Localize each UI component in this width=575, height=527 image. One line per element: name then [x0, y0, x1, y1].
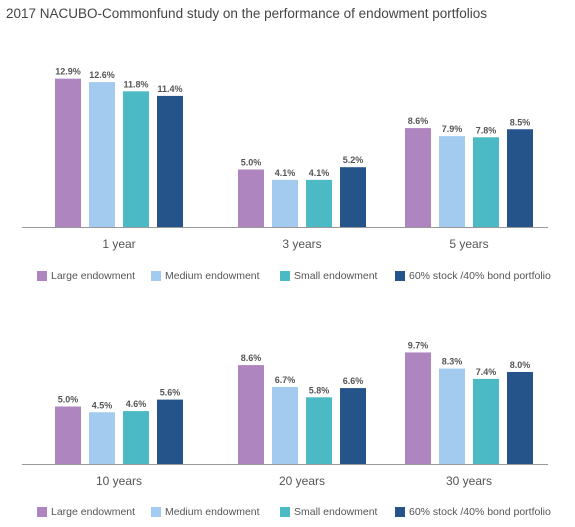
- data-label-5-years-medium-endowment: 7.9%: [442, 124, 463, 134]
- data-label-3-years-large-endowment: 5.0%: [241, 158, 262, 168]
- category-label-1-year: 1 year: [102, 237, 135, 251]
- legend-top: Large endowment Medium endowment Small e…: [0, 268, 575, 284]
- legend-label-60-40-portfolio: 60% stock /40% bond portfolio: [409, 506, 551, 518]
- legend-label-large-endowment: Large endowment: [51, 270, 136, 282]
- data-label-3-years-60-stock-40-bond-portfolio: 5.2%: [343, 155, 364, 165]
- legend-item-medium-endowment: Medium endowment: [151, 504, 260, 520]
- bar-20-years-60-stock-40-bond-portfolio: [340, 388, 366, 464]
- legend-swatch-large-endowment: [37, 271, 47, 281]
- bar-30-years-small-endowment: [473, 378, 499, 464]
- data-label-30-years-medium-endowment: 8.3%: [442, 357, 463, 367]
- data-label-5-years-60-stock-40-bond-portfolio: 8.5%: [510, 117, 531, 127]
- data-label-3-years-small-endowment: 4.1%: [309, 168, 330, 178]
- data-label-20-years-60-stock-40-bond-portfolio: 6.6%: [343, 376, 364, 386]
- legend-label-medium-endowment: Medium endowment: [165, 506, 260, 518]
- legend-swatch-60-40-portfolio: [395, 271, 405, 281]
- data-label-1-year-60-stock-40-bond-portfolio: 11.4%: [157, 84, 182, 94]
- legend-item-large-endowment: Large endowment: [37, 268, 135, 284]
- bar-5-years-medium-endowment: [439, 136, 465, 227]
- category-label-30-years: 30 years: [446, 474, 492, 488]
- bar-1-year-60-stock-40-bond-portfolio: [157, 95, 183, 228]
- bar-20-years-large-endowment: [238, 365, 264, 464]
- bar-1-year-medium-endowment: [89, 82, 115, 227]
- bar-3-years-60-stock-40-bond-portfolio: [340, 167, 366, 227]
- bar-30-years-medium-endowment: [439, 368, 465, 464]
- data-label-10-years-60-stock-40-bond-portfolio: 5.6%: [160, 388, 181, 398]
- category-label-3-years: 3 years: [282, 237, 321, 251]
- legend-label-large-endowment: Large endowment: [51, 506, 136, 518]
- legend-bottom: Large endowment Medium endowment Small e…: [0, 504, 575, 520]
- data-label-1-year-medium-endowment: 12.6%: [89, 70, 115, 80]
- data-label-20-years-small-endowment: 5.8%: [309, 385, 330, 395]
- bar-20-years-medium-endowment: [272, 386, 298, 464]
- legend-swatch-small-endowment: [280, 507, 290, 517]
- bar-3-years-large-endowment: [238, 169, 264, 227]
- bar-10-years-large-endowment: [55, 406, 81, 464]
- data-label-30-years-60-stock-40-bond-portfolio: 8.0%: [510, 360, 531, 370]
- category-label-5-years: 5 years: [449, 237, 488, 251]
- legend-swatch-medium-endowment: [151, 271, 161, 281]
- bar-3-years-medium-endowment: [272, 179, 298, 227]
- bar-30-years-large-endowment: [405, 352, 431, 464]
- legend-item-60-40-portfolio: 60% stock /40% bond portfolio: [395, 504, 551, 520]
- legend-swatch-large-endowment: [37, 507, 47, 517]
- data-label-10-years-large-endowment: 5.0%: [58, 395, 79, 405]
- data-label-3-years-medium-endowment: 4.1%: [275, 168, 296, 178]
- data-label-5-years-small-endowment: 7.8%: [476, 125, 497, 135]
- data-label-30-years-small-endowment: 7.4%: [476, 367, 497, 377]
- chart-panel-2: 5.0% 4.5% 4.6% 5.6% 10 years 8.6% 6.7% 5.8% 6.6%…: [22, 340, 548, 488]
- bar-10-years-medium-endowment: [89, 412, 115, 464]
- bar-10-years-60-stock-40-bond-portfolio: [157, 399, 183, 464]
- legend-label-small-endowment: Small endowment: [294, 270, 378, 282]
- bar-30-years-60-stock-40-bond-portfolio: [507, 372, 533, 464]
- category-label-20-years: 20 years: [279, 474, 325, 488]
- bar-5-years-small-endowment: [473, 137, 499, 227]
- legend-label-60-40-portfolio: 60% stock /40% bond portfolio: [409, 270, 551, 282]
- data-label-20-years-large-endowment: 8.6%: [241, 353, 262, 363]
- chart-title: 2017 NACUBO-Commonfund study on the perf…: [6, 6, 487, 21]
- bar-1-year-small-endowment: [123, 91, 149, 227]
- category-label-10-years: 10 years: [96, 474, 142, 488]
- legend-item-small-endowment: Small endowment: [280, 268, 377, 284]
- data-label-1-year-small-endowment: 11.8%: [123, 79, 148, 89]
- bar-20-years-small-endowment: [306, 397, 332, 464]
- chart-panel-1: 12.9% 12.6% 11.8% 11.4% 1 year 5.0% 4.1% 4.1% 5.…: [22, 67, 548, 251]
- data-label-30-years-large-endowment: 9.7%: [408, 340, 429, 350]
- legend-item-medium-endowment: Medium endowment: [151, 268, 260, 284]
- bar-10-years-small-endowment: [123, 411, 149, 464]
- bar-3-years-small-endowment: [306, 179, 332, 227]
- data-label-1-year-large-endowment: 12.9%: [55, 67, 81, 77]
- data-label-5-years-large-endowment: 8.6%: [408, 116, 429, 126]
- data-label-20-years-medium-endowment: 6.7%: [275, 375, 296, 385]
- legend-label-medium-endowment: Medium endowment: [165, 270, 260, 282]
- bar-5-years-60-stock-40-bond-portfolio: [507, 129, 533, 227]
- data-label-10-years-small-endowment: 4.6%: [126, 399, 147, 409]
- legend-label-small-endowment: Small endowment: [294, 506, 378, 518]
- data-label-10-years-medium-endowment: 4.5%: [92, 400, 113, 410]
- legend-item-60-40-portfolio: 60% stock /40% bond portfolio: [395, 268, 551, 284]
- legend-swatch-small-endowment: [280, 271, 290, 281]
- legend-swatch-60-40-portfolio: [395, 507, 405, 517]
- bar-1-year-large-endowment: [55, 78, 81, 228]
- legend-swatch-medium-endowment: [151, 507, 161, 517]
- legend-item-small-endowment: Small endowment: [280, 504, 377, 520]
- bar-5-years-large-endowment: [405, 128, 431, 227]
- legend-item-large-endowment: Large endowment: [37, 504, 135, 520]
